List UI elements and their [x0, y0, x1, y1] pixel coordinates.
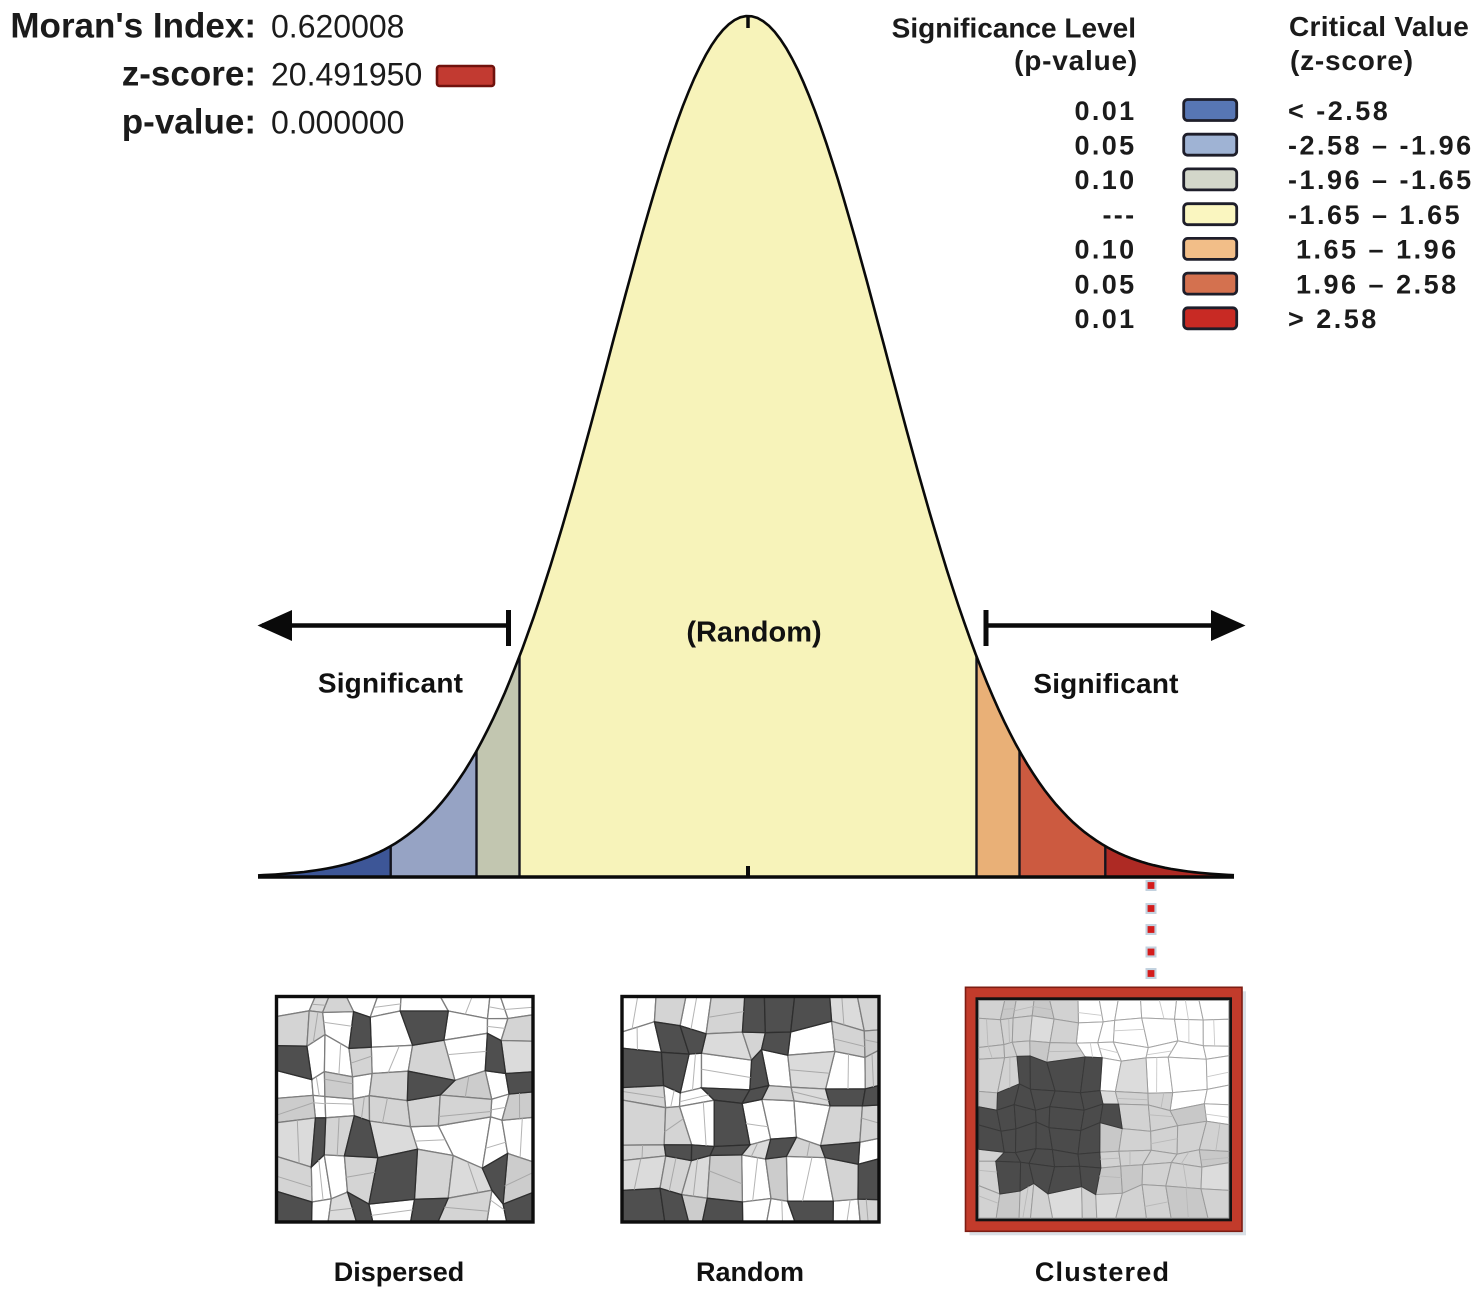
svg-text:-2.58 – -1.96: -2.58 – -1.96	[1288, 131, 1474, 161]
svg-text:< -2.58: < -2.58	[1288, 96, 1390, 126]
svg-text:0.05: 0.05	[1075, 269, 1137, 299]
svg-text:Significance Level: Significance Level	[892, 12, 1136, 43]
svg-text:0.000000: 0.000000	[271, 105, 404, 141]
svg-text:Moran's Index:: Moran's Index:	[10, 7, 256, 46]
svg-text:0.10: 0.10	[1075, 235, 1137, 265]
svg-text:0.01: 0.01	[1075, 96, 1137, 126]
svg-text:(z-score): (z-score)	[1290, 45, 1414, 76]
svg-text:p-value:: p-value:	[122, 103, 256, 142]
svg-text:> 2.58: > 2.58	[1288, 304, 1379, 334]
svg-text:Significant: Significant	[1033, 668, 1178, 699]
svg-text:Dispersed: Dispersed	[334, 1257, 465, 1287]
svg-text:-1.96 – -1.65: -1.96 – -1.65	[1288, 165, 1474, 195]
svg-text:0.10: 0.10	[1075, 165, 1137, 195]
svg-text:Significant: Significant	[318, 668, 463, 699]
svg-text:0.620008: 0.620008	[271, 9, 404, 45]
svg-text:---: ---	[1102, 200, 1136, 230]
svg-text:1.65 – 1.96: 1.65 – 1.96	[1296, 235, 1459, 265]
svg-text:Random: Random	[696, 1257, 804, 1287]
svg-text:1.96 – 2.58: 1.96 – 2.58	[1296, 269, 1459, 299]
svg-text:-1.65 – 1.65: -1.65 – 1.65	[1288, 200, 1462, 230]
svg-text:(p-value): (p-value)	[1014, 45, 1138, 76]
svg-text:z-score:: z-score:	[122, 55, 256, 94]
svg-text:(Random): (Random)	[686, 617, 821, 649]
svg-text:Critical Value: Critical Value	[1289, 11, 1469, 42]
svg-text:20.491950: 20.491950	[271, 57, 422, 93]
svg-text:Clustered: Clustered	[1035, 1257, 1170, 1287]
svg-text:0.01: 0.01	[1075, 304, 1137, 334]
svg-text:0.05: 0.05	[1075, 131, 1137, 161]
